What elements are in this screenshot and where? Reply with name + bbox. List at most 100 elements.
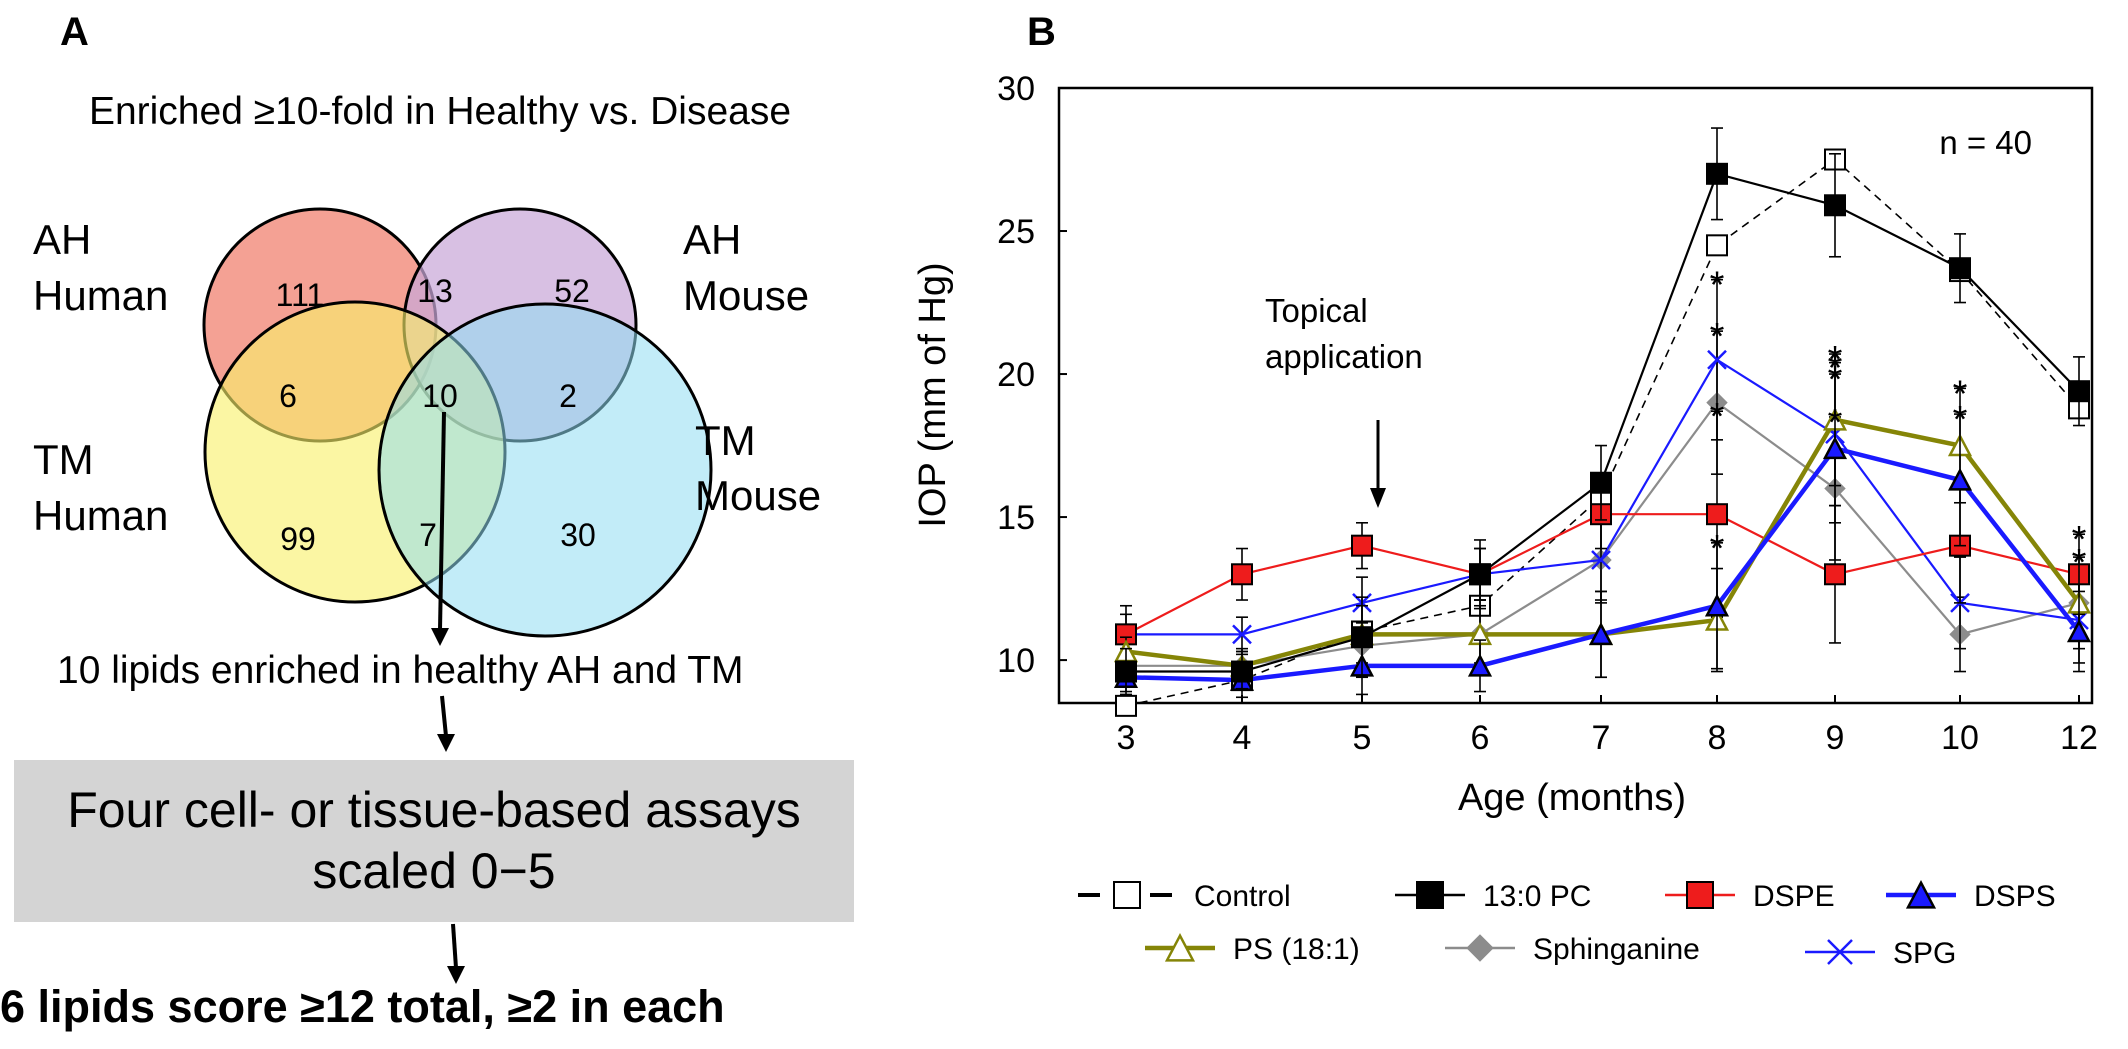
venn-circle-tm-mouse [377,302,713,638]
data-point [1947,467,1973,491]
flow-step-1: 10 lipids enriched in healthy AH and TM [57,649,744,692]
x-tick-label: 12 [2060,719,2098,757]
legend-label: 13:0 PC [1483,880,1591,913]
data-point [1232,624,1252,645]
count-ah-mouse-only: 52 [554,273,590,309]
x-marker-stroke [1827,939,1853,965]
series-spg [1116,278,2089,664]
label-ah-mouse-1: AH [683,216,741,263]
significance-star: * [2072,542,2087,584]
data-point [1949,257,1971,280]
legend-label: SPG [1893,937,1956,970]
legend-item: Control [1078,880,1291,913]
legend-item: Sphinganine [1445,933,1700,966]
legend-label: DSPS [1974,880,2056,913]
x-marker-stroke [1707,349,1727,370]
arrow-3-head [447,966,465,984]
data-point [1588,622,1614,646]
legend: Control 13:0 PC DSPE DSPS PS (18:1) Sphingani… [1078,879,2056,970]
significance-star: * [1828,339,1843,381]
count-all-four: 10 [422,378,458,414]
topical-annotation-1: Topical [1265,292,1368,329]
data-point [1231,563,1253,586]
significance-star: * [1953,399,1968,441]
arrow-3-line [451,923,458,969]
count-tm-mouse-only: 30 [560,517,596,553]
label-ah-human-1: AH [33,216,91,263]
data-point [1469,563,1491,586]
significance-layer: ************ [1710,265,2087,584]
legend-label: Sphinganine [1533,933,1700,966]
arrow-head [1370,488,1386,508]
axis-ticks: 3 4 5 6 7 8 9 10 12 10 15 20 25 30 [997,70,2098,757]
venn-title: Enriched ≥10-fold in Healthy vs. Disease [89,90,791,133]
legend-item: SPG [1805,937,1956,970]
data-point [1351,626,1373,649]
x-tick-label: 6 [1471,719,1490,757]
count-ah-human-only: 111 [276,277,325,313]
data-point [1467,653,1493,677]
data-point [1706,234,1728,257]
panel-a: A Enriched ≥10-fold in Healthy vs. Disea… [0,0,870,1044]
data-point [1351,534,1373,557]
count-tm-human-only: 99 [280,521,316,557]
legend-item: DSPS [1886,879,2056,913]
label-tm-human-2: Human [33,492,168,539]
y-axis-label: IOP (mm of Hg) [912,262,954,527]
x-axis-label: Age (months) [1458,777,1686,819]
count-ah-human-tm-human: 6 [279,378,297,414]
data-point [1824,194,1846,217]
data-point [1115,660,1137,683]
x-marker-stroke [1591,550,1611,570]
x-tick-label: 7 [1592,719,1611,757]
data-point [1706,162,1728,185]
significance-star: * [1828,348,1843,390]
series-line [1126,172,2080,673]
venn-flowchart: A Enriched ≥10-fold in Healthy vs. Disea… [0,10,821,1032]
legend-marker [1466,934,1494,962]
label-tm-human-1: TM [33,436,94,483]
significance-star: * [1953,373,1968,415]
significance-star: * [1710,316,1725,358]
label-ah-human-2: Human [33,272,168,319]
venn-circles [202,207,713,638]
assay-line-2: scaled 0−5 [312,843,556,899]
legend-item: PS (18:1) [1145,932,1360,966]
x-tick-label: 3 [1117,719,1136,757]
y-tick-label: 10 [997,642,1035,680]
legend-label: Control [1194,880,1291,913]
legend-marker [1416,881,1444,909]
count-ah-human-ah-mouse: 13 [417,273,453,309]
label-tm-mouse-2: Mouse [695,472,821,519]
venn-counts: 111 13 52 6 10 2 99 7 30 [276,273,596,557]
arrow-1-head [431,628,449,646]
legend-label: PS (18:1) [1233,933,1360,966]
y-tick-label: 15 [997,499,1035,537]
data-point [1706,503,1728,526]
data-point [1824,563,1846,586]
data-point [1822,436,1848,460]
count-tm-human-tm-mouse: 7 [419,517,437,553]
data-point [1115,694,1137,717]
series-line [1125,513,2080,636]
x-tick-label: 9 [1826,719,1845,757]
data-point [2066,619,2092,643]
panel-b-label: B [1027,10,1056,54]
plot-frame [1057,86,2094,705]
count-ah-mouse-tm-mouse: 2 [559,378,577,414]
data-point [2068,380,2090,403]
x-tick-label: 4 [1233,719,1252,757]
label-tm-mouse-1: TM [695,417,756,464]
arrow-2-line [440,695,448,737]
x-tick-label: 5 [1353,719,1372,757]
x-marker-stroke [1232,624,1252,645]
legend-marker [1905,879,1937,909]
y-tick-label: 25 [997,213,1035,251]
significance-star: * [1828,402,1843,444]
series-dsps [1113,373,2092,699]
data-point [1707,349,1727,370]
legend-marker [1164,932,1196,962]
data-point [1590,471,1612,494]
